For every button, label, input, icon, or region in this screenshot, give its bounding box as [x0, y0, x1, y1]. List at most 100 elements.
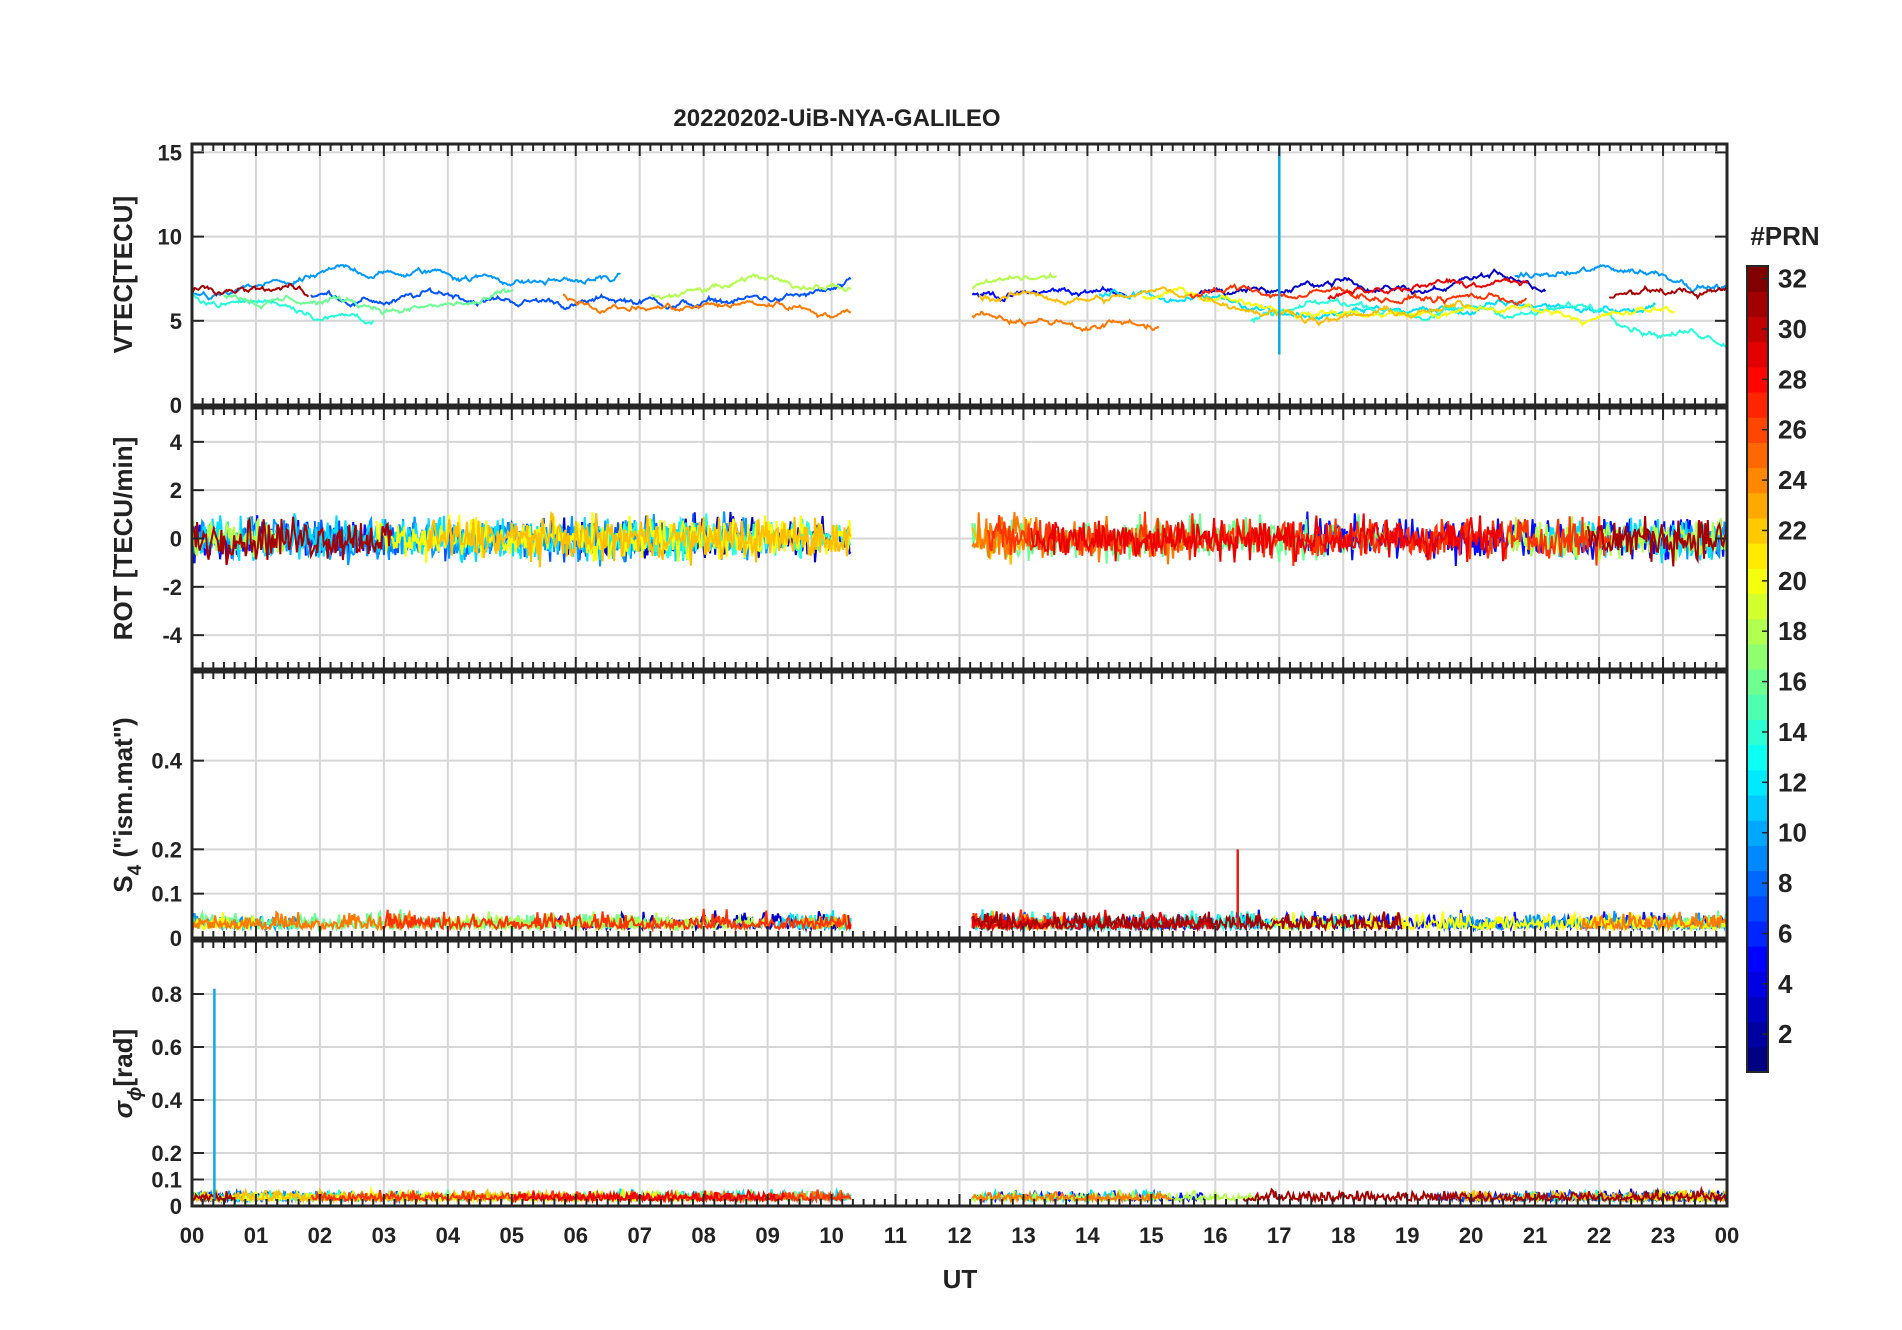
series-line-prn [972, 911, 1403, 933]
x-tick-label: 19 [1395, 1223, 1419, 1248]
panel-3: 0 0.1 0.2 0.4S4 ("ism.mat") [108, 670, 1729, 951]
colorbar-segment [1747, 794, 1768, 821]
y-tick-label: 0.4 [151, 1088, 182, 1113]
y-tick-label: 0.6 [151, 1035, 182, 1060]
x-tick-label: 21 [1523, 1223, 1547, 1248]
series-line-prn [191, 909, 1728, 933]
colorbar-segment [1747, 719, 1768, 746]
x-tick-label: 10 [819, 1223, 843, 1248]
y-axis-label-rest: [rad] [108, 1029, 138, 1087]
x-tick-label: 04 [436, 1223, 461, 1248]
y-tick-label: 5 [170, 309, 182, 334]
colorbar-segment [1747, 492, 1768, 519]
x-tick-label: 07 [627, 1223, 651, 1248]
colorbar-segment [1747, 769, 1768, 796]
x-tick-label: 00 [1715, 1223, 1739, 1248]
x-tick-label: 17 [1267, 1223, 1291, 1248]
series-traces [191, 511, 1728, 568]
x-ticks [191, 672, 1728, 938]
x-tick-label: 20 [1459, 1223, 1483, 1248]
y-tick-label: 0.8 [151, 982, 182, 1007]
colorbar-segment [1747, 694, 1768, 720]
x-tick-label: 11 [884, 1223, 907, 1248]
series-line-prn [1098, 288, 1657, 321]
x-tick-label: 05 [500, 1223, 524, 1248]
series-line-prn [650, 271, 1058, 301]
colorbar-segment [1747, 316, 1768, 343]
colorbar-segment [1747, 1046, 1768, 1073]
colorbar-tick-label: 6 [1778, 918, 1792, 948]
colorbar-segment [1747, 568, 1768, 595]
series-line-prn [1327, 277, 1529, 300]
colorbar-segment [1747, 417, 1768, 443]
y-tick-label: 0 [170, 393, 182, 418]
x-ticks [191, 408, 1728, 669]
colorbar-segment [1747, 744, 1768, 771]
colorbar-segment [1747, 266, 1768, 292]
y-tick-label: -2 [162, 575, 182, 600]
series-line-prn [1030, 513, 1508, 563]
x-tick-labels: 00 01 02 03 04 05 06 07 08 09 10 11 12 13 14 15 16 17 18 19… [180, 1223, 1739, 1248]
colorbar-segment [1747, 971, 1768, 998]
panel-4: 00.10.20.40.60.8σϕ[rad] [108, 939, 1729, 1219]
y-tick-label: 0 [170, 926, 182, 951]
x-tick-label: 23 [1651, 1223, 1675, 1248]
colorbar-segment [1747, 895, 1768, 922]
x-tick-label: 22 [1587, 1223, 1611, 1248]
colorbar-segment [1747, 341, 1768, 368]
y-tick-label: 10 [158, 225, 182, 250]
x-tick-label: 15 [1139, 1223, 1163, 1248]
colorbar-tick-label: 10 [1778, 818, 1807, 848]
colorbar-tick-label: 8 [1778, 868, 1792, 898]
y-axis-label: S4 ("ism.mat") [108, 717, 146, 892]
y-tick-label: -4 [162, 623, 182, 648]
colorbar-tick-label: 4 [1778, 969, 1793, 999]
x-tick-label: 06 [564, 1223, 588, 1248]
x-tick-label: 00 [180, 1223, 204, 1248]
colorbar-tick-label: 12 [1778, 767, 1807, 797]
colorbar-segment [1747, 618, 1768, 645]
colorbar-segment [1747, 845, 1768, 872]
colorbar-segment [1747, 391, 1768, 418]
chart-title: 20220202-UiB-NYA-GALILEO [673, 105, 1000, 132]
x-ticks [191, 144, 1728, 405]
x-tick-label: 03 [372, 1223, 396, 1248]
colorbar-frame [1746, 265, 1769, 1073]
colorbar-tick-label: 14 [1778, 717, 1807, 747]
y-axis-label-subscript: 4 [125, 864, 146, 875]
colorbar-segment [1747, 593, 1768, 620]
x-tick-label: 16 [1203, 1223, 1227, 1248]
y-tick-label: 0.4 [151, 749, 182, 774]
colorbar-segment [1747, 870, 1768, 897]
series-line-prn [191, 283, 1728, 301]
colorbar-segment [1747, 291, 1768, 317]
colorbar-tick-label: 26 [1778, 415, 1807, 445]
x-tick-label: 12 [947, 1223, 971, 1248]
x-tick-label: 02 [308, 1223, 332, 1248]
y-tick-label: 0.1 [151, 882, 182, 907]
y-tick-label: 0.1 [151, 1168, 182, 1193]
y-axis-label-rest: ("ism.mat") [108, 717, 138, 864]
colorbar-tick-label: 22 [1778, 515, 1807, 545]
y-tick-label: 15 [158, 140, 182, 165]
panel-1: 0 5 10 15 VTEC[TECU] [108, 140, 1729, 418]
colorbar-segment [1747, 946, 1768, 972]
colorbar-tick-label: 30 [1778, 314, 1807, 344]
y-axis-label: ROT [TECU/min] [108, 437, 138, 641]
colorbar-segment [1747, 643, 1768, 670]
colorbar-segment [1747, 669, 1768, 695]
y-ticks: -4 -2 0 2 4 [162, 430, 1727, 648]
series-line-prn [223, 287, 514, 316]
y-tick-label: 0.2 [151, 837, 182, 862]
y-axis-label-base: σ [108, 1099, 138, 1118]
colorbar-segment [1747, 366, 1768, 393]
y-axis-label: VTEC[TECU] [108, 196, 138, 353]
series-line-prn [1189, 282, 1528, 307]
x-tick-label: 18 [1331, 1223, 1355, 1248]
y-tick-label: 0 [170, 1194, 182, 1219]
panel-2: -4 -2 0 2 4 ROT [TECU/min] [108, 406, 1729, 671]
y-axis-label: σϕ[rad] [108, 1029, 146, 1118]
